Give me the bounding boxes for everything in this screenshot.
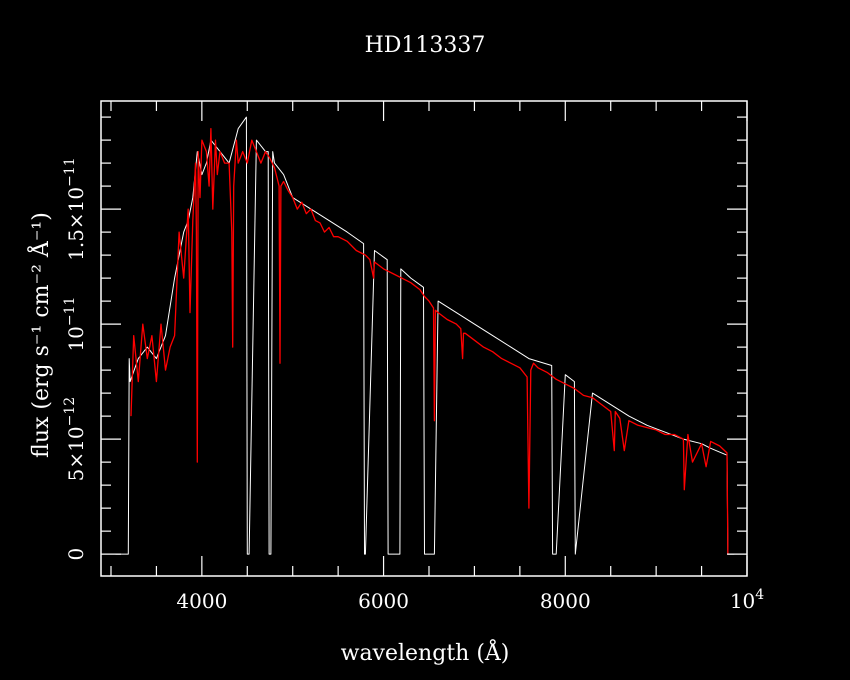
y-tick-label: 5×10−12 (62, 397, 88, 481)
x-tick-label: 6000 (358, 589, 409, 613)
y-tick-label: 10−11 (62, 297, 88, 352)
series-line-2 (130, 127, 729, 555)
chart-title: HD113337 (365, 33, 486, 58)
y-tick-labels: 0 5×10−12 10−11 1.5×10−11 (62, 157, 88, 560)
x-tick-label: 104 (730, 587, 764, 613)
plot-traces (115, 116, 735, 555)
y-axis-label: flux (erg s⁻¹ cm⁻² Å⁻¹) (26, 212, 54, 458)
y-tick-label: 1.5×10−11 (62, 157, 88, 261)
x-tick-label: 8000 (540, 589, 591, 613)
y-tick-label: 0 (64, 548, 88, 561)
axis-ticks (101, 101, 748, 576)
x-axis-label: wavelength (Å) (341, 638, 510, 666)
plot-frame (100, 100, 748, 577)
x-tick-labels: 4000 6000 8000 104 (176, 587, 764, 613)
x-tick-label: 4000 (176, 589, 227, 613)
